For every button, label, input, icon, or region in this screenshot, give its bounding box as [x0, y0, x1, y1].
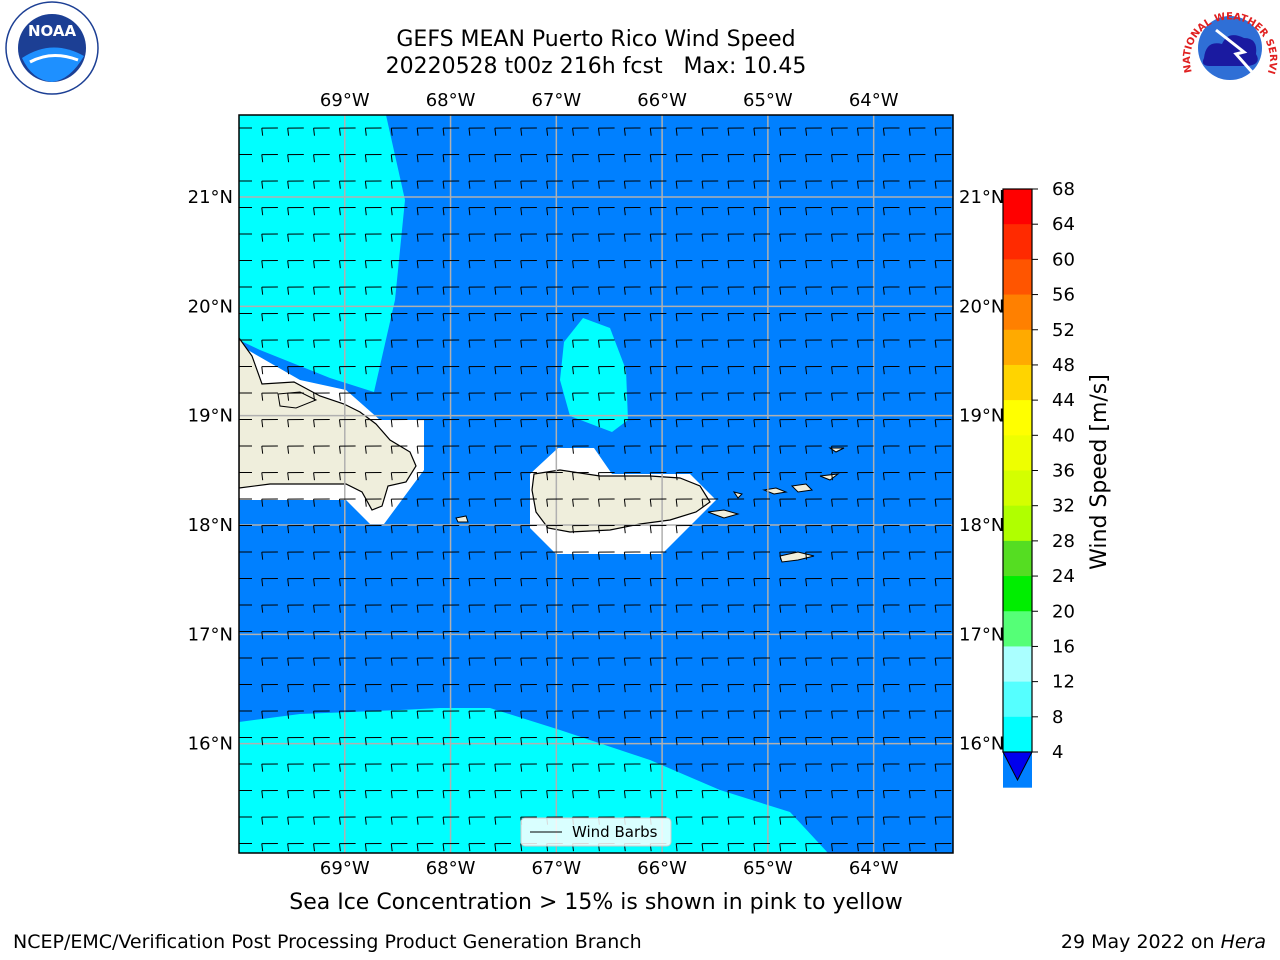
island-vieques	[707, 509, 740, 519]
colorbar-tick-label: 36	[1052, 461, 1075, 482]
lon-label-top: 69°W	[320, 90, 370, 111]
colorbar-segment	[1003, 470, 1032, 507]
svg-text:NATIONAL WEATHER SERVICE: NATIONAL WEATHER SERVICE	[0, 0, 1278, 75]
colorbar-segment	[1003, 646, 1032, 683]
lat-label-right: 19°N	[959, 406, 1004, 427]
lat-label-left: 20°N	[188, 296, 233, 317]
colorbar-tick-label: 44	[1052, 390, 1075, 411]
island-mona	[455, 515, 469, 523]
colorbar-segment	[1003, 540, 1032, 577]
map-area	[239, 115, 953, 853]
colorbar-tick-label: 60	[1052, 249, 1075, 270]
colorbar-tick-label: 56	[1052, 285, 1075, 306]
island-tortuga	[277, 391, 318, 409]
lat-label-left: 16°N	[188, 734, 233, 755]
colorbar-segment	[1003, 224, 1032, 260]
nws-logo-text: NATIONAL WEATHER SERVICE	[0, 0, 1278, 75]
colorbar-tick-label: 52	[1052, 320, 1075, 341]
colorbar-tick-label: 24	[1052, 566, 1075, 587]
lon-label-bottom: 68°W	[426, 858, 476, 879]
colorbar-segment	[1003, 259, 1032, 296]
virgin-islands	[732, 447, 845, 499]
noaa-logo: NOAA	[5, 1, 99, 95]
wind-region-north-west	[239, 115, 405, 392]
colorbar-segment	[1003, 435, 1032, 471]
lon-label-top: 67°W	[531, 90, 581, 111]
lat-label-left: 17°N	[188, 624, 233, 645]
colorbar-tick-label: 28	[1052, 531, 1075, 552]
lon-label-bottom: 66°W	[637, 858, 687, 879]
footer-machine: Hera	[1220, 931, 1266, 953]
colorbar-segment	[1003, 364, 1032, 401]
colorbar-tick-label: 8	[1052, 707, 1063, 728]
lat-label-left: 19°N	[188, 406, 233, 427]
colorbar-segment	[1003, 329, 1032, 366]
colorbar-tick-label: 20	[1052, 601, 1075, 622]
nws-logo: NATIONAL WEATHER SERVICE	[0, 0, 1278, 92]
chart-title: GEFS MEAN Puerto Rico Wind Speed	[396, 27, 796, 52]
footer-date-text: 29 May 2022 on	[1060, 931, 1221, 953]
colorbar: 68 64 60 56 52 48 44 40 36 32 28 24 20 16 12 8 4	[1002, 179, 1075, 788]
sea-ice-caption: Sea Ice Concentration > 15% is shown in …	[289, 890, 903, 915]
graticule	[239, 115, 953, 853]
lat-label-right: 20°N	[959, 296, 1004, 317]
lon-label-top: 65°W	[743, 90, 793, 111]
noaa-logo-text: NOAA	[28, 22, 77, 40]
lat-label-right: 18°N	[959, 515, 1004, 536]
colorbar-tick-label: 68	[1052, 179, 1075, 200]
colorbar-segment	[1003, 505, 1032, 542]
legend-label: Wind Barbs	[572, 823, 658, 841]
colorbar-tick-label: 64	[1052, 214, 1075, 235]
lon-label-bottom: 64°W	[849, 858, 899, 879]
lon-label-bottom: 67°W	[531, 858, 581, 879]
hispaniola-landmass	[239, 336, 417, 511]
lat-label-left: 21°N	[188, 187, 233, 208]
footer-date: 29 May 2022 on Hera	[1061, 931, 1266, 953]
graticule-labels: 69°W 69°W 68°W 68°W 67°W 67°W 66°W 66°W 65°W 65°W…	[188, 90, 1005, 879]
colorbar-label: Wind Speed [m/s]	[1087, 374, 1112, 570]
map-frame	[238, 114, 954, 854]
colorbar-segment	[1003, 294, 1032, 331]
map-legend: Wind Barbs	[520, 817, 672, 847]
colorbar-segment	[1003, 611, 1032, 647]
colorbar-tick-label: 4	[1052, 742, 1063, 763]
lon-label-bottom: 69°W	[320, 858, 370, 879]
lon-label-top: 66°W	[637, 90, 687, 111]
footer-branch: NCEP/EMC/Verification Post Processing Pr…	[13, 931, 642, 953]
lat-label-right: 16°N	[959, 734, 1004, 755]
colorbar-segment	[1003, 716, 1032, 753]
colorbar-tick-label: 48	[1052, 355, 1075, 376]
chart-subtitle: 20220528 t00z 216h fcst Max: 10.45	[385, 54, 807, 79]
lon-label-bottom: 65°W	[743, 858, 793, 879]
colorbar-tick-label: 32	[1052, 496, 1075, 517]
lat-label-right: 17°N	[959, 624, 1004, 645]
wind-region-north-central	[560, 318, 628, 432]
colorbar-tick-label: 40	[1052, 425, 1075, 446]
colorbar-tick-label: 12	[1052, 672, 1075, 693]
colorbar-segment	[1003, 189, 1032, 225]
lat-label-right: 21°N	[959, 187, 1004, 208]
lon-label-top: 68°W	[426, 90, 476, 111]
colorbar-segment	[1003, 576, 1032, 612]
lat-label-left: 18°N	[188, 515, 233, 536]
lon-label-top: 64°W	[849, 90, 899, 111]
colorbar-tick-label: 16	[1052, 636, 1075, 657]
colorbar-segment	[1003, 400, 1032, 436]
colorbar-segment	[1003, 681, 1032, 718]
